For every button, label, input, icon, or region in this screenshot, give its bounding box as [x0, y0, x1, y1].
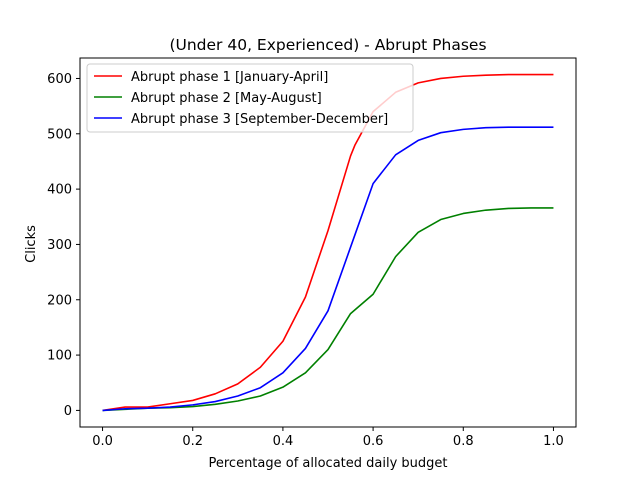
y-axis-label: Clicks [24, 225, 39, 263]
y-tick-label: 100 [47, 349, 72, 364]
x-tick-label: 0.8 [453, 434, 474, 449]
x-axis-label: Percentage of allocated daily budget [208, 456, 447, 471]
y-tick-label: 200 [47, 293, 72, 308]
x-tick-label: 0.6 [363, 434, 384, 449]
legend-label-2: Abrupt phase 2 [May-August] [131, 91, 322, 106]
y-tick-label: 400 [47, 183, 72, 198]
chart-title: (Under 40, Experienced) - Abrupt Phases [169, 36, 486, 54]
y-tick-label: 300 [47, 238, 72, 253]
series-line-3 [102, 126, 554, 412]
legend-box [86, 63, 414, 133]
x-tick-label: 1.0 [543, 434, 564, 449]
axes: 0.0 0.2 0.4 0.6 0.8 1.0 0 100 200 300 400 500 600 [47, 57, 577, 449]
legend-label-3: Abrupt phase 3 [September-December] [131, 112, 388, 127]
x-tick-label: 0.0 [92, 434, 113, 449]
y-tick-label: 600 [47, 72, 72, 87]
x-tick-label: 0.4 [273, 434, 294, 449]
series-line-1 [102, 73, 554, 412]
series-line-2 [102, 207, 554, 412]
legend: Abrupt phase 1 [January-April] Abrupt pha… [86, 63, 414, 133]
y-tick-label: 500 [47, 127, 72, 142]
y-tick-label: 0 [64, 404, 72, 419]
x-tick-label: 0.2 [182, 434, 203, 449]
legend-label-1: Abrupt phase 1 [January-April] [131, 70, 328, 85]
axes-frame [79, 57, 577, 428]
